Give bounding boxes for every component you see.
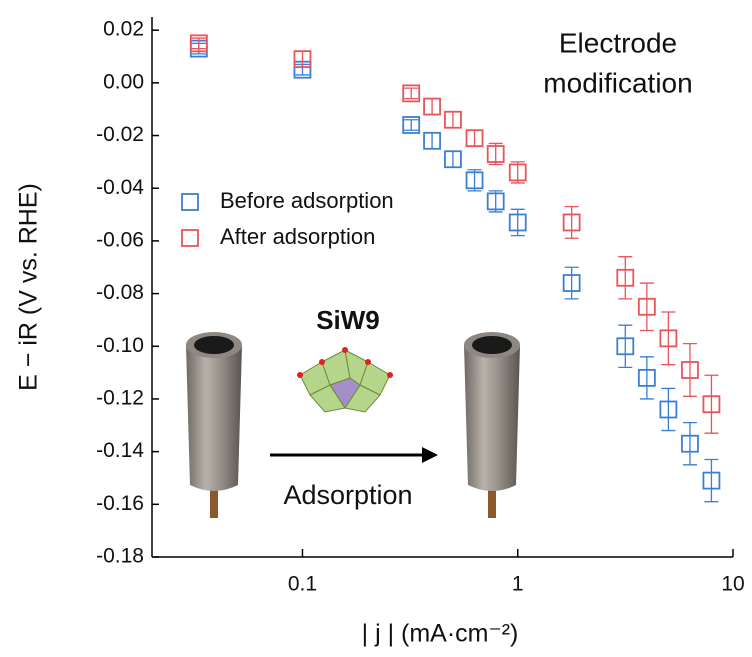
- error-bar: [639, 282, 654, 332]
- marker: [562, 274, 581, 292]
- y-tick-label: -0.14: [96, 439, 144, 462]
- error-bar: [564, 266, 579, 300]
- y-axis-label: E − iR (V vs. RHE): [15, 183, 43, 391]
- error-bar: [425, 98, 440, 116]
- marker: [637, 297, 656, 316]
- marker: [659, 400, 678, 419]
- error-bar: [467, 129, 482, 147]
- marker: [465, 171, 484, 190]
- marker: [486, 145, 505, 163]
- arrow-head: [422, 447, 438, 463]
- marker: [681, 434, 699, 453]
- marker: [702, 395, 721, 414]
- y-tick-label: 0.00: [103, 70, 144, 93]
- error-bar: [682, 342, 697, 397]
- error-bar: [445, 150, 460, 168]
- x-tick-label: 0.1: [288, 573, 317, 596]
- marker: [402, 84, 421, 103]
- inset-label: Adsorption: [283, 480, 412, 510]
- legend-label: Before adsorption: [220, 188, 394, 213]
- y-tick-label: -0.02: [96, 123, 144, 146]
- y-tick-label: 0.02: [103, 18, 144, 41]
- error-bar: [704, 374, 719, 434]
- marker: [659, 329, 678, 348]
- electrode-after: [464, 332, 520, 518]
- marker: [616, 337, 635, 356]
- error-bar: [510, 208, 525, 237]
- annotation: Electrode: [559, 27, 677, 58]
- x-tick-label: 1: [512, 573, 524, 596]
- inset: [186, 332, 520, 518]
- error-bar: [488, 190, 503, 213]
- error-bar: [639, 356, 654, 400]
- y-tick-label: -0.06: [96, 228, 144, 251]
- y-tick-label: -0.12: [96, 386, 144, 409]
- error-bar: [467, 169, 482, 192]
- marker: [444, 150, 462, 169]
- error-bar: [191, 37, 206, 50]
- error-bar: [618, 324, 633, 368]
- y-tick-label: -0.04: [96, 176, 144, 199]
- marker: [681, 361, 699, 379]
- legend-label: After adsorption: [220, 224, 375, 249]
- marker: [189, 34, 208, 53]
- electrode-before: [186, 332, 242, 518]
- marker: [616, 268, 635, 287]
- marker: [465, 129, 484, 148]
- error-bar: [510, 161, 525, 184]
- y-tick-label: -0.16: [96, 492, 144, 515]
- y-tick-label: -0.10: [96, 334, 144, 357]
- error-bar: [704, 458, 719, 503]
- marker: [486, 192, 505, 211]
- error-bar: [404, 87, 419, 100]
- error-bar: [661, 311, 676, 366]
- marker: [402, 116, 421, 134]
- error-bar: [445, 111, 460, 129]
- error-bar: [404, 119, 419, 131]
- marker: [562, 213, 581, 232]
- y-tick-label: -0.08: [96, 281, 144, 304]
- error-bar: [425, 132, 440, 150]
- y-tick-label: -0.18: [96, 545, 144, 568]
- marker: [702, 471, 721, 490]
- error-bar: [564, 206, 579, 239]
- marker: [508, 213, 527, 232]
- marker: [423, 97, 441, 116]
- legend-marker: [181, 229, 199, 247]
- legend-marker: [181, 193, 199, 211]
- marker: [423, 131, 441, 150]
- x-axis-label: | j | (mA·cm⁻²): [362, 620, 519, 648]
- error-bar: [661, 387, 676, 432]
- x-tick-label: 10: [721, 573, 744, 596]
- error-bar: [488, 142, 503, 166]
- marker: [444, 110, 462, 129]
- marker: [637, 368, 656, 387]
- error-bar: [618, 256, 633, 300]
- molecule: [297, 347, 393, 413]
- error-bar: [682, 422, 697, 466]
- marker: [293, 50, 312, 69]
- inset-label: SiW9: [316, 305, 380, 335]
- annotation: modification: [543, 67, 692, 98]
- marker: [508, 163, 527, 182]
